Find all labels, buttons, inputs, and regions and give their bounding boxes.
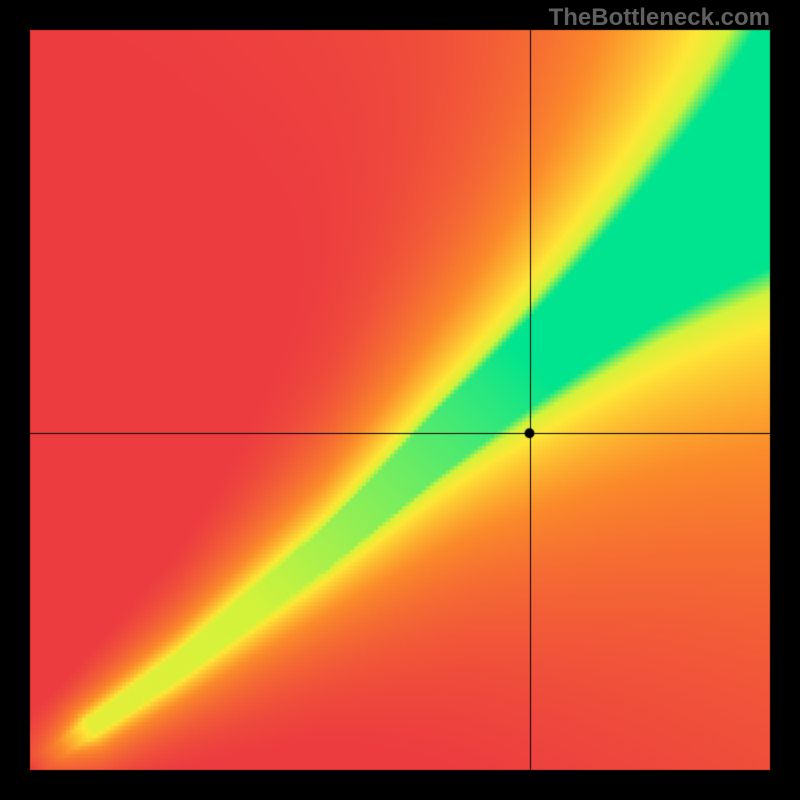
watermark-text: TheBottleneck.com <box>549 4 770 32</box>
heatmap-canvas <box>0 0 800 800</box>
